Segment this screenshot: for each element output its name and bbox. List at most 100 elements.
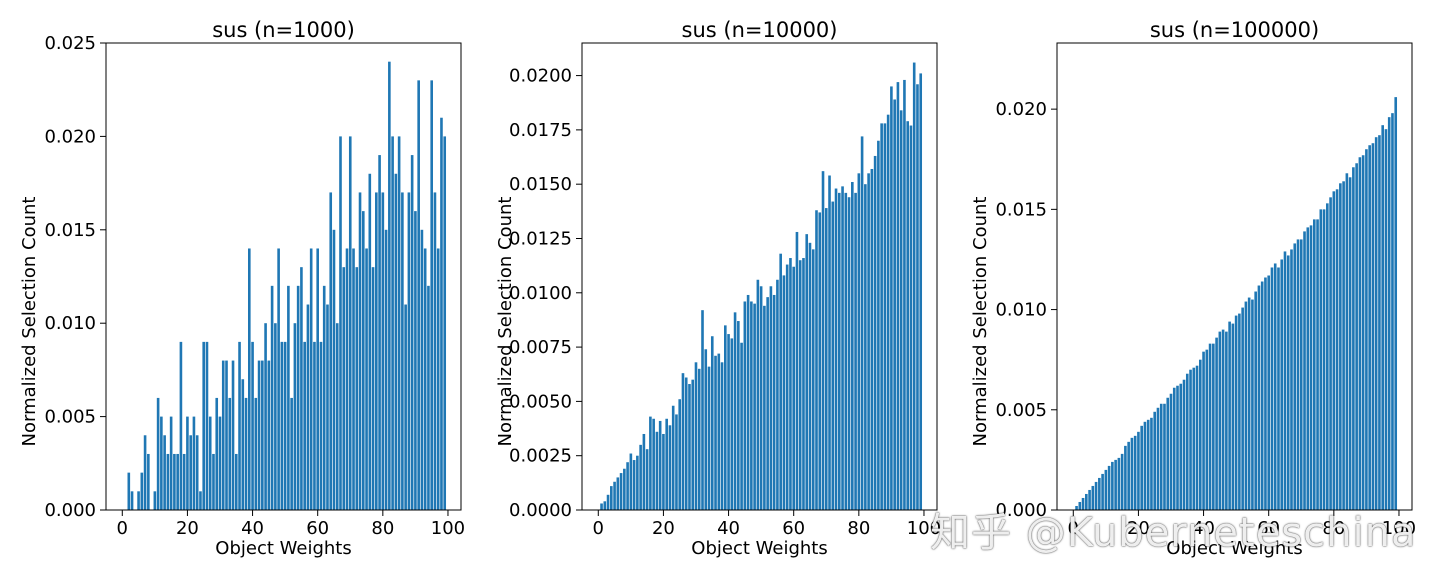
bar <box>831 201 835 510</box>
bar <box>1254 291 1257 510</box>
bar <box>1352 167 1355 510</box>
plot-frame <box>581 42 938 511</box>
bar <box>153 491 157 510</box>
bar <box>436 248 440 511</box>
bar <box>710 336 714 510</box>
bar <box>238 341 241 510</box>
bar <box>241 379 245 510</box>
bar <box>1153 411 1157 510</box>
bar <box>756 279 760 510</box>
bar <box>717 353 721 510</box>
bar <box>603 501 607 510</box>
bar <box>1212 343 1215 510</box>
bar <box>1156 407 1160 510</box>
bar <box>1182 379 1186 510</box>
bar <box>313 341 316 510</box>
chart-panel-1: 0 20 40 60 80 100 0.000 0.005 0.010 0.015 0.020 0.0… <box>19 18 465 559</box>
bar <box>137 491 140 510</box>
bar <box>642 433 646 510</box>
bar <box>779 253 782 510</box>
x-axis-label: Object Weights <box>1166 538 1302 559</box>
bar <box>261 360 264 510</box>
bar <box>1159 403 1163 510</box>
bar <box>391 136 394 510</box>
bar <box>182 453 186 510</box>
bar <box>688 384 691 510</box>
bar <box>1309 225 1313 510</box>
bar <box>335 323 339 510</box>
bar <box>147 453 150 510</box>
bar <box>854 192 857 510</box>
bar <box>613 481 616 510</box>
bar <box>658 420 662 510</box>
bar <box>1319 209 1323 511</box>
y-tick-label: 0.0075 <box>509 337 572 358</box>
y-tick-label: 0.015 <box>44 220 96 241</box>
chart-title: sus (n=10000) <box>682 18 838 42</box>
bar <box>365 248 368 511</box>
bar <box>890 86 893 510</box>
bar <box>251 341 254 510</box>
bar <box>632 460 636 510</box>
bar <box>404 304 407 510</box>
bar <box>655 431 659 510</box>
bar <box>675 414 678 510</box>
bar <box>834 188 838 510</box>
bar <box>1355 163 1358 510</box>
bar <box>156 397 160 510</box>
bar <box>1394 97 1398 511</box>
bar <box>143 435 147 510</box>
bar <box>169 416 173 510</box>
bar <box>883 123 887 511</box>
bar <box>1120 453 1124 510</box>
bar <box>368 173 372 510</box>
bar <box>202 341 206 510</box>
bar <box>1218 331 1222 510</box>
bar <box>1316 219 1319 510</box>
chart-panel-2: 0 20 40 60 80 100 0.0000 0.0025 0.0050 0.0075 0.01… <box>495 18 941 559</box>
x-tick-label: 80 <box>371 518 394 539</box>
y-tick-label: 0.0200 <box>509 66 572 87</box>
bar <box>1094 481 1098 510</box>
bar <box>1234 315 1238 510</box>
bar <box>1329 197 1332 510</box>
bar <box>724 325 727 510</box>
bar <box>909 125 913 510</box>
bar <box>1130 437 1134 510</box>
bar <box>740 342 743 510</box>
bar <box>671 405 675 510</box>
x-axis-label: Object Weights <box>691 538 827 559</box>
bar <box>1091 485 1095 510</box>
bar <box>1111 461 1114 510</box>
plot-frame <box>105 42 462 511</box>
y-tick-label: 0.0100 <box>509 283 572 304</box>
bar <box>384 229 388 511</box>
bar <box>397 136 401 510</box>
bar <box>1286 255 1290 510</box>
bar <box>639 444 642 510</box>
y-tick-label: 0.020 <box>995 99 1047 120</box>
bar <box>805 234 809 510</box>
y-axis-label: Normalized Selection Count <box>970 197 991 447</box>
bar <box>707 366 711 510</box>
bar <box>808 242 812 510</box>
bar <box>1192 367 1196 510</box>
y-tick-label: 0.010 <box>44 313 96 334</box>
bar <box>163 435 166 510</box>
bar <box>649 416 652 510</box>
bar <box>1104 469 1108 510</box>
bar <box>841 186 844 511</box>
bar <box>750 301 753 510</box>
x-tick-label: 100 <box>1382 518 1416 539</box>
bar <box>704 349 708 510</box>
bar <box>1299 239 1303 511</box>
bar <box>1251 299 1254 510</box>
bar <box>792 266 795 510</box>
bar <box>225 360 228 510</box>
y-tick-label: 0.015 <box>995 199 1047 220</box>
x-tick-label: 0 <box>1068 518 1079 539</box>
chart-title: sus (n=1000) <box>212 18 355 42</box>
bar <box>763 305 766 510</box>
bar <box>1368 145 1371 510</box>
bar <box>600 503 603 510</box>
